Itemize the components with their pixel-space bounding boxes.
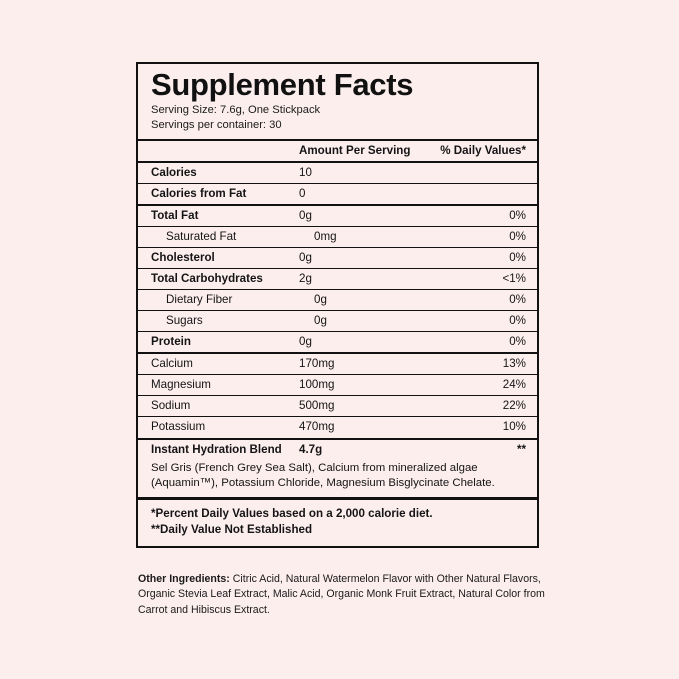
nutrient-amount: 170mg (299, 357, 335, 371)
table-row: Cholesterol 0g 0% (138, 248, 537, 268)
nutrient-name: Dietary Fiber (166, 293, 233, 307)
blend-description: Sel Gris (French Grey Sea Salt), Calcium… (151, 461, 495, 489)
column-header-daily-value: % Daily Values* (440, 143, 526, 157)
nutrient-daily-value: 0% (509, 208, 526, 222)
supplement-facts-panel: Supplement Facts Serving Size: 7.6g, One… (136, 62, 539, 548)
nutrient-name: Saturated Fat (166, 229, 237, 243)
table-row: Sugars 0g 0% (138, 311, 537, 331)
row-divider (138, 310, 537, 312)
column-header-amount: Amount Per Serving (299, 143, 411, 157)
row-divider (138, 225, 537, 227)
divider-before-footnotes (138, 496, 537, 500)
nutrient-name: Sodium (151, 399, 191, 413)
row-divider (138, 416, 537, 418)
nutrient-daily-value: 0% (509, 335, 526, 349)
nutrient-daily-value: 0% (509, 250, 526, 264)
nutrient-amount: 0g (299, 250, 312, 264)
blend-name: Instant Hydration Blend (151, 442, 282, 456)
table-row: Total Carbohydrates 2g <1% (138, 269, 537, 289)
divider-before-minerals (138, 352, 537, 355)
nutrient-amount: 0 (299, 186, 306, 200)
divider-after-calories (138, 203, 537, 206)
table-row: Potassium 470mg 10% (138, 417, 537, 437)
nutrient-amount: 0mg (314, 229, 337, 243)
nutrient-amount: 2g (299, 272, 312, 285)
page-title: Supplement Facts (151, 67, 414, 102)
panel-header: Supplement Facts Serving Size: 7.6g, One… (138, 64, 537, 139)
row-divider (138, 289, 537, 291)
nutrient-amount: 100mg (299, 378, 335, 392)
nutrient-amount: 10 (299, 165, 312, 179)
other-ingredients-label: Other Ingredients: (138, 573, 230, 585)
footnote-daily-value-not-established: **Daily Value Not Established (151, 522, 313, 536)
footnote-percent-daily-values: *Percent Daily Values based on a 2,000 c… (151, 506, 433, 520)
other-ingredients-text: Citric Acid, Natural Watermelon Flavor w… (138, 573, 545, 616)
nutrient-amount: 500mg (299, 399, 335, 413)
nutrient-daily-value: 10% (502, 420, 526, 434)
row-divider (138, 182, 537, 184)
nutrient-amount: 0g (314, 314, 327, 328)
table-row: Calories from Fat 0 (138, 184, 537, 204)
blend-row: Instant Hydration Blend 4.7g ** (138, 440, 537, 460)
nutrient-name: Total Fat (151, 208, 199, 222)
divider-after-columns (138, 160, 537, 163)
nutrient-amount: 0g (299, 335, 312, 349)
nutrient-name: Magnesium (151, 378, 211, 392)
nutrient-name: Calories from Fat (151, 186, 247, 200)
row-divider (138, 374, 537, 376)
nutrient-daily-value: 22% (502, 399, 526, 413)
nutrient-daily-value: 0% (509, 314, 526, 328)
nutrient-amount: 0g (314, 293, 327, 307)
table-column-headers: Amount Per Serving % Daily Values* (138, 141, 537, 161)
nutrient-daily-value: 0% (509, 229, 526, 243)
table-row: Protein 0g 0% (138, 332, 537, 352)
blend-daily-value: ** (516, 442, 526, 456)
header-spacer (151, 144, 299, 157)
blend-amount: 4.7g (299, 442, 323, 456)
nutrient-name: Potassium (151, 420, 206, 434)
divider-after-header (138, 138, 537, 141)
other-ingredients-block: Other Ingredients: Citric Acid, Natural … (138, 572, 548, 618)
row-divider (138, 331, 537, 333)
servings-per-container-line: Servings per container: 30 (151, 118, 282, 131)
nutrient-name: Protein (151, 335, 191, 349)
nutrient-name: Cholesterol (151, 250, 215, 264)
table-row: Total Fat 0g 0% (138, 206, 537, 226)
row-divider (138, 246, 537, 248)
row-divider (138, 268, 537, 269)
nutrient-daily-value: 0% (509, 293, 526, 307)
table-row: Dietary Fiber 0g 0% (138, 290, 537, 310)
nutrient-daily-value: 13% (502, 357, 526, 371)
nutrient-daily-value: 24% (502, 378, 526, 392)
divider-before-blend (138, 437, 537, 440)
nutrient-name: Calcium (151, 357, 193, 371)
table-row: Sodium 500mg 22% (138, 396, 537, 416)
nutrient-daily-value: <1% (502, 272, 526, 285)
row-divider (138, 395, 537, 397)
nutrient-amount: 470mg (299, 420, 335, 434)
serving-size-line: Serving Size: 7.6g, One Stickpack (151, 104, 321, 117)
nutrient-amount: 0g (299, 208, 312, 222)
footnotes-block: *Percent Daily Values based on a 2,000 c… (138, 500, 537, 546)
table-row: Saturated Fat 0mg 0% (138, 227, 537, 247)
nutrient-name: Calories (151, 165, 197, 179)
table-row: Calories 10 (138, 163, 537, 183)
table-row: Magnesium 100mg 24% (138, 375, 537, 395)
nutrient-name: Total Carbohydrates (151, 272, 263, 285)
table-row: Calcium 170mg 13% (138, 354, 537, 374)
nutrient-name: Sugars (166, 314, 203, 328)
